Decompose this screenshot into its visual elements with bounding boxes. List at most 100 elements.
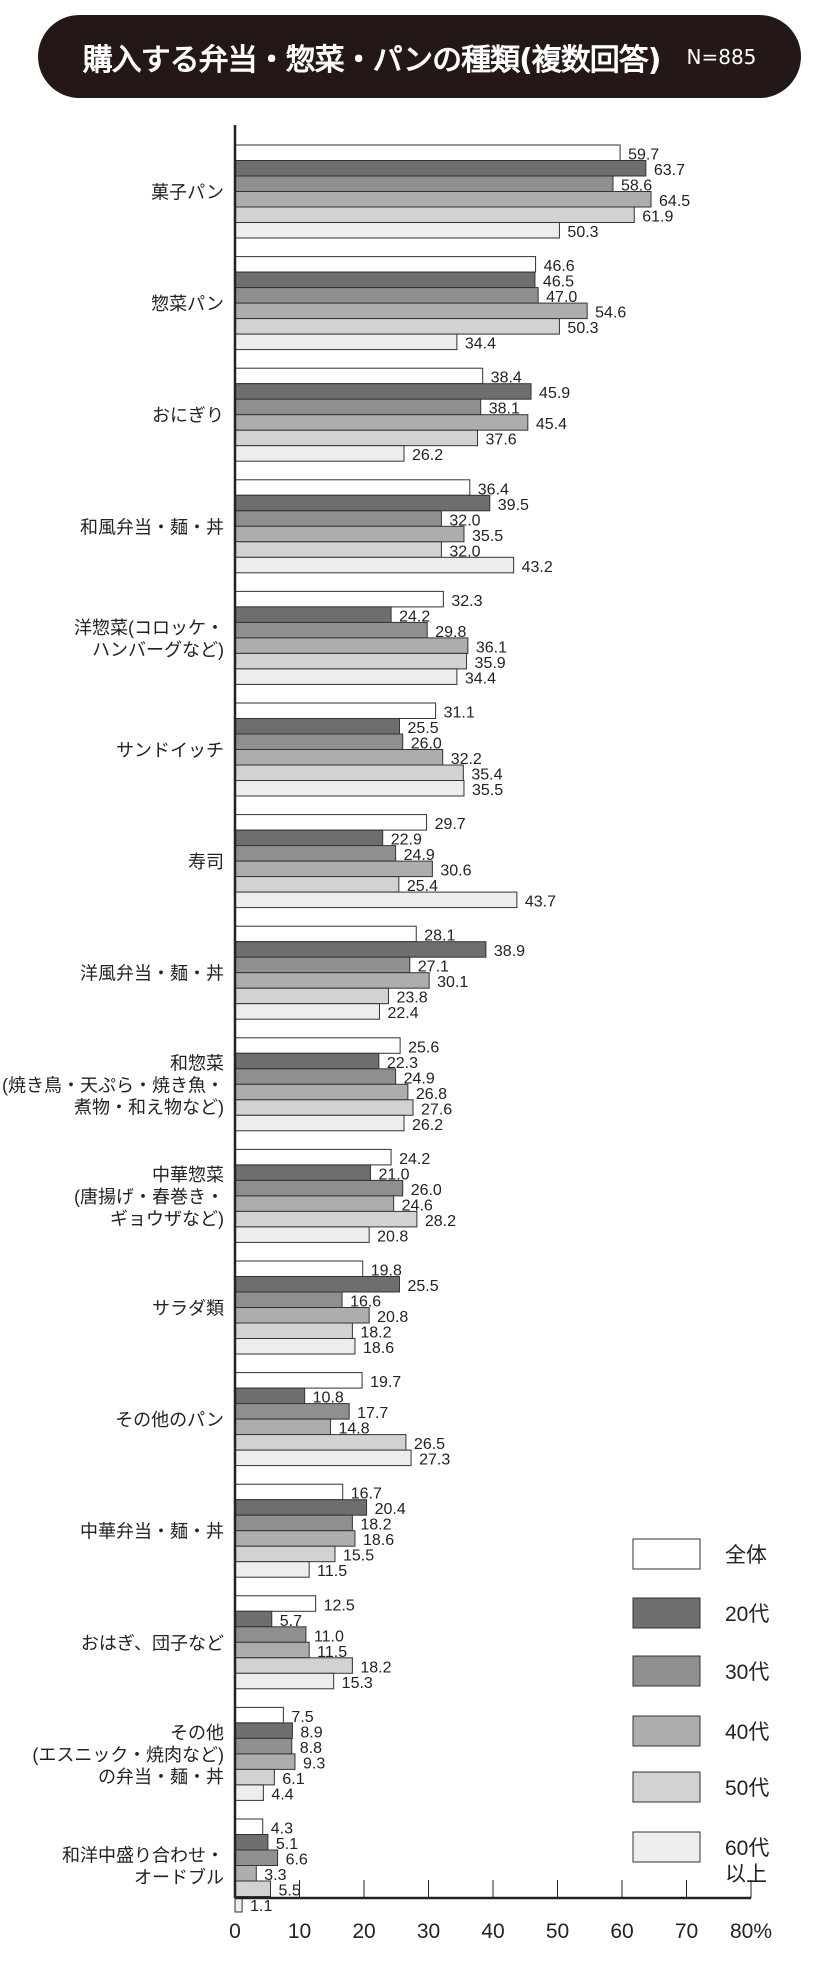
data-label: 27.6 [421, 1101, 452, 1118]
legend-swatch [632, 1655, 701, 1687]
bar [234, 1722, 293, 1739]
bar [234, 652, 468, 670]
x-tick-label: 40 [481, 1920, 504, 1943]
data-label: 14.8 [338, 1421, 369, 1438]
category-label: サンドイッチ [116, 741, 224, 761]
data-label: 12.5 [324, 1597, 355, 1614]
bar [234, 876, 400, 893]
data-label: 11.5 [317, 1644, 347, 1661]
bar [234, 1865, 257, 1882]
bar [234, 494, 491, 512]
data-label: 9.3 [303, 1755, 325, 1772]
data-label: 26.8 [416, 1086, 447, 1103]
bar [234, 1753, 296, 1770]
data-label: 35.5 [472, 782, 503, 799]
bar [234, 445, 405, 462]
bar [234, 1276, 400, 1293]
category-label: おにぎり [152, 406, 224, 426]
data-label: 38.1 [489, 401, 520, 418]
bar [234, 302, 588, 320]
data-label: 31.1 [444, 705, 475, 722]
bar [234, 398, 482, 416]
legend-swatch [632, 1597, 701, 1629]
bar [234, 1037, 401, 1054]
category-label: (焼き鳥・天ぷら・焼き魚・ [2, 1075, 224, 1095]
bar [234, 1530, 356, 1547]
data-label: 32.3 [451, 593, 482, 610]
legend-label: 50代 [725, 1777, 769, 1800]
category-label: 和洋中盛り合わせ・ [62, 1846, 224, 1866]
category-label: おはぎ、団子など [81, 1633, 224, 1653]
category-label: (唐揚げ・春巻き・ [74, 1187, 224, 1207]
bar [234, 256, 537, 273]
bar [234, 287, 539, 304]
data-label: 26.2 [412, 447, 443, 464]
bar [234, 1784, 264, 1801]
bar [234, 333, 458, 351]
x-tick-label: 70 [675, 1920, 698, 1943]
data-label: 25.5 [407, 720, 438, 737]
bar [234, 1514, 353, 1532]
data-label: 27.1 [418, 959, 449, 976]
sample-size: N=885 [686, 44, 757, 69]
bar [234, 987, 390, 1005]
data-label: 54.6 [595, 305, 626, 322]
data-label: 50.3 [567, 224, 598, 241]
data-label: 24.9 [404, 847, 435, 864]
data-label: 23.8 [397, 990, 428, 1007]
chart-title-banner: 購入する弁当・惣菜・パンの種類(複数回答) N=885 [38, 15, 801, 98]
data-label: 34.4 [465, 670, 496, 687]
bar [234, 1307, 370, 1324]
legend-label: 40代 [725, 1721, 769, 1744]
bar [234, 590, 444, 608]
data-label: 61.9 [642, 209, 673, 226]
data-label: 35.9 [475, 655, 506, 672]
data-label: 6.6 [286, 1852, 308, 1869]
data-label: 45.4 [536, 416, 567, 433]
data-label: 15.3 [342, 1675, 373, 1692]
data-label: 36.4 [478, 481, 509, 498]
category-label: 洋惣菜(コロッケ・ [74, 618, 224, 638]
bar [234, 1322, 353, 1339]
legend-swatch [632, 1715, 701, 1747]
bar [234, 668, 458, 685]
data-label: 29.8 [435, 624, 466, 641]
data-label: 22.9 [391, 832, 422, 849]
bar [234, 414, 529, 431]
category-label: 和惣菜 [170, 1053, 224, 1073]
category-label: 煮物・和え物など) [74, 1097, 224, 1117]
x-tick-label: 0 [229, 1920, 241, 1943]
data-label: 4.4 [271, 1786, 293, 1803]
bar [234, 175, 614, 192]
data-label: 26.2 [412, 1117, 443, 1134]
data-label: 6.1 [282, 1771, 304, 1788]
data-label: 32.2 [451, 751, 482, 768]
bar [234, 845, 397, 862]
bar [234, 972, 430, 989]
data-label: 20.8 [377, 1228, 408, 1245]
data-label: 64.5 [659, 193, 690, 210]
data-label: 17.7 [357, 1405, 388, 1422]
data-label: 10.8 [313, 1390, 344, 1407]
data-label: 35.5 [472, 528, 503, 545]
bar [234, 1052, 380, 1070]
bar [234, 1834, 269, 1851]
bar [234, 1418, 331, 1436]
bar [234, 637, 469, 654]
category-label: 洋風弁当・麺・丼 [80, 964, 224, 984]
bar [234, 1099, 414, 1116]
bar [234, 1083, 409, 1101]
data-label: 1.1 [250, 1898, 272, 1915]
data-label: 27.3 [419, 1452, 450, 1469]
data-label: 25.4 [407, 878, 438, 895]
data-label: 3.3 [264, 1867, 286, 1884]
bar [234, 1164, 371, 1181]
bar [234, 271, 536, 289]
x-tick-label: 80% [730, 1920, 772, 1943]
legend-label: 60代 [725, 1837, 769, 1860]
bar [234, 510, 442, 527]
data-label: 7.5 [291, 1709, 313, 1726]
data-label: 18.6 [363, 1340, 394, 1357]
bar [234, 1338, 356, 1355]
